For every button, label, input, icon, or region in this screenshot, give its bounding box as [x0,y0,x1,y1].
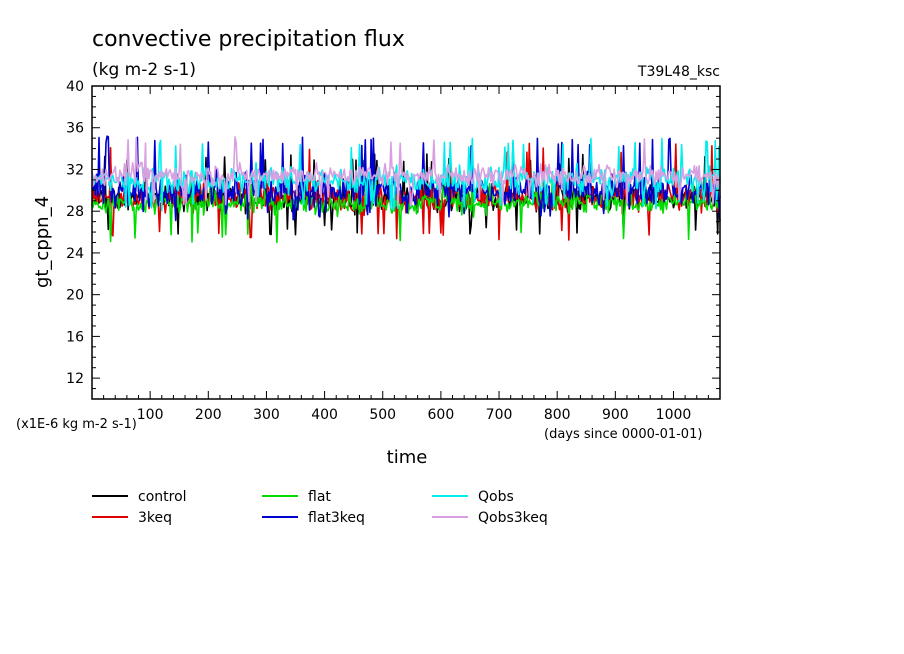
x-tick-label: 900 [602,407,629,423]
x-tick-label: 500 [369,407,396,423]
x-tick-label: 100 [137,407,164,423]
x-tick-label: 400 [311,407,338,423]
y-tick-label: 20 [66,288,84,304]
series-line-Qobs3keq [91,136,721,207]
y-tick-label: 32 [66,162,84,178]
y-tick-label: 40 [66,79,84,95]
x-units-note: (days since 0000-01-01) [544,427,702,442]
x-axis-label: time [387,447,428,468]
legend-label: Qobs [478,489,514,505]
x-tick-label: 700 [486,407,513,423]
plot-frame [91,85,721,400]
x-tick-label: 600 [428,407,455,423]
y-scale-note: (x1E-6 kg m-2 s-1) [16,417,137,432]
legend-label: flat [308,489,331,505]
y-tick-label: 12 [66,371,84,387]
y-axis-label: gt_cppn_4 [32,196,53,288]
legend-label: Qobs3keq [478,510,548,526]
x-axis-ticks: 100 200 300 400 500 600 700 800 900 1000 [91,86,721,423]
x-tick-label: 300 [253,407,280,423]
y-tick-label: 28 [66,204,84,220]
x-tick-label: 200 [195,407,222,423]
series-layer [91,135,721,244]
x-tick-label: 800 [544,407,571,423]
y-tick-label: 24 [66,246,84,262]
x-tick-label: 1000 [656,407,692,423]
run-label: T39L48_ksc [637,64,720,80]
y-axis-ticks: 12 16 20 24 28 32 36 40 [66,79,720,400]
chart-title: convective precipitation flux [92,27,405,52]
legend: control 3keq flat flat3keq Qobs Qobs3keq [92,489,548,526]
legend-label: control [138,489,187,505]
y-tick-label: 36 [66,121,84,137]
y-tick-label: 16 [66,329,84,345]
legend-label: flat3keq [308,510,365,526]
chart-subtitle: (kg m-2 s-1) [92,60,196,80]
legend-label: 3keq [138,510,172,526]
